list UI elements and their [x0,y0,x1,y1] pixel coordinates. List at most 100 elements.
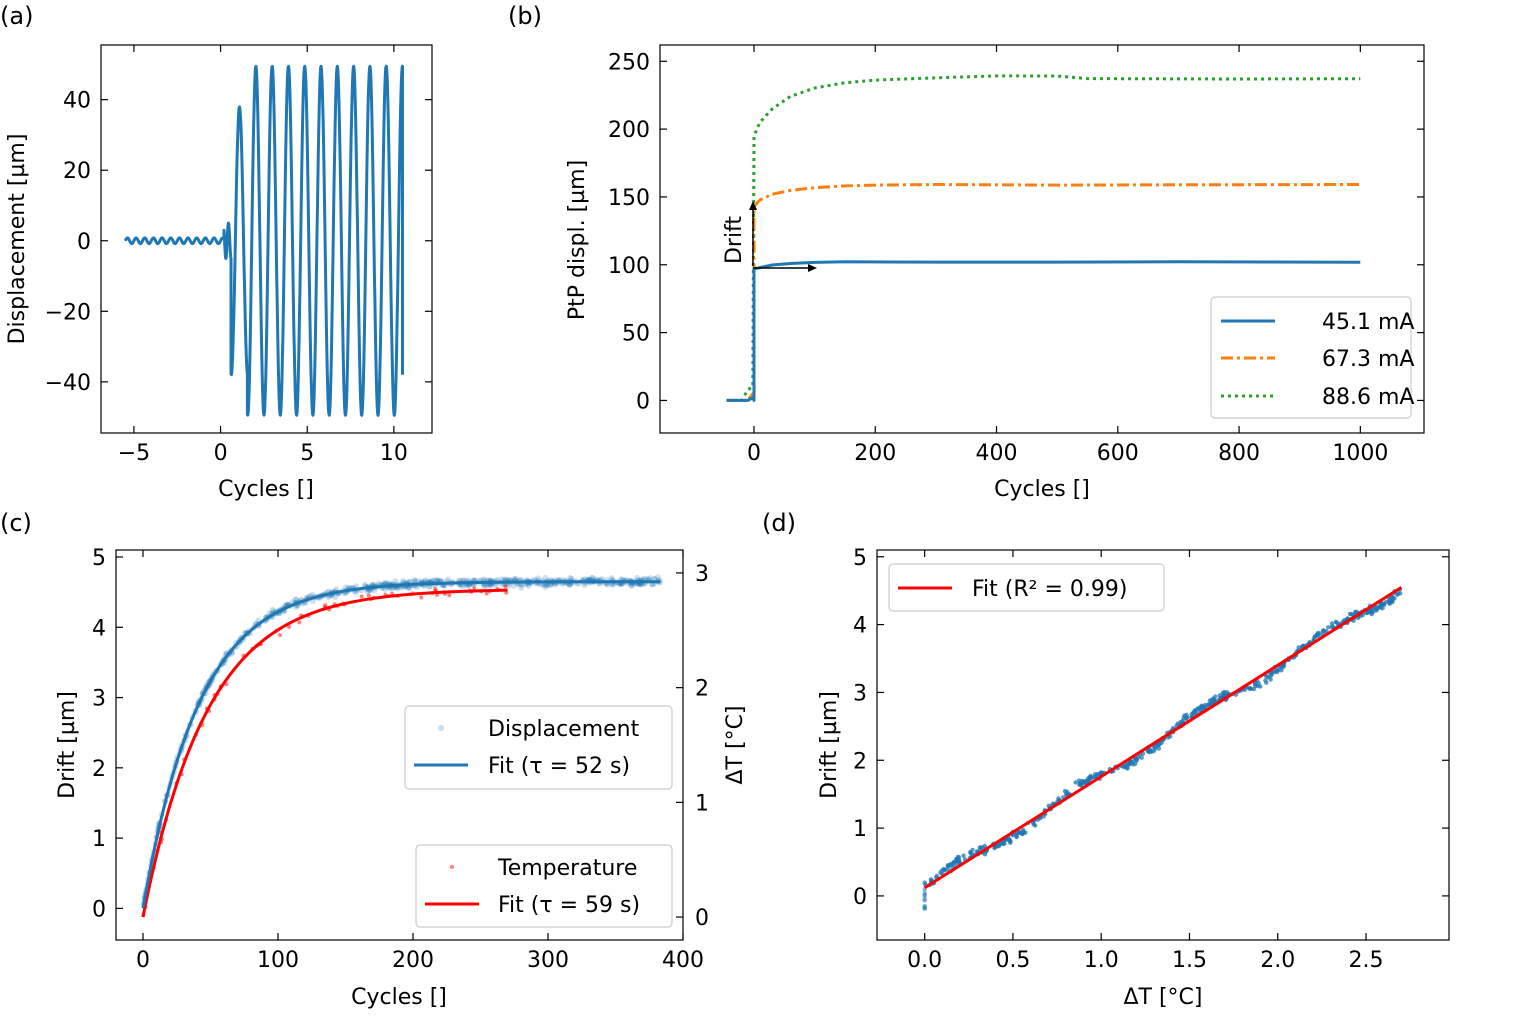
displacement-point [525,582,532,589]
y-tick-label: 5 [92,546,106,571]
displacement-point [445,576,452,583]
drift-vs-temperature-point [968,850,973,856]
displacement-point [415,578,422,584]
x-tick-label: 1000 [1332,441,1388,466]
panel-b-label: (b) [508,2,542,30]
displacement-point [566,581,573,588]
drift-vs-temperature-point [1155,743,1161,748]
legend-label-displacement: Displacement [488,717,640,742]
y-tick-label: 1 [853,817,867,842]
panel-d-ylabel: Drift [µm] [817,691,842,799]
drift-vs-temperature-point [1033,823,1038,828]
drift-vs-temperature-point [1258,684,1263,689]
drift-vs-temperature-point [1329,624,1335,630]
drift-vs-temperature-point [977,845,983,850]
displacement-point [535,575,541,582]
legend-label-45mA: 45.1 mA [1322,310,1414,335]
temperature-point [419,595,424,600]
temperature-fit-line [141,588,508,918]
panel-a-label: (a) [0,2,33,30]
y-right-tick-label: 1 [695,791,709,816]
drift-vs-temperature-point [948,862,953,867]
panel-c: (c) 0 100 200 300 400 0 1 2 3 4 5 0 1 2 3 Displacement… [0,509,748,1010]
panel-a-frame [100,44,433,434]
displacement-fit-line [141,580,660,909]
panel-a: (a) −5 0 5 10 −40 −20 0 20 40 Cycles [] Displace… [0,2,433,502]
x-tick-label: 10 [380,441,408,466]
drift-vs-temperature-point [1264,680,1269,685]
legend-box-bottom [415,844,673,928]
displacement-point [364,588,371,595]
temperature-point [484,591,489,596]
x-tick-label: 1.0 [1084,948,1119,973]
displacement-point [332,594,339,601]
y-tick-label: 4 [853,614,867,639]
panel-b-xlabel: Cycles [] [994,477,1090,502]
displacement-point [394,585,401,592]
drift-vs-temperature-point [1220,690,1226,696]
drift-vs-temperature-point [1081,779,1086,785]
y-tick-label: 5 [853,546,867,571]
displacement-point [421,577,428,584]
displacement-point [511,582,517,589]
y-right-tick-label: 3 [695,562,709,587]
x-tick-label: 800 [1218,441,1260,466]
panel-a-ylabel: Displacement [µm] [5,134,30,345]
panel-d-xlabel: ΔT [°C] [1123,985,1202,1010]
panel-c-legend-bottom: Temperature Fit (τ = 59 s) [415,844,673,928]
series-line-886mA [726,74,1361,402]
drift-annotation: Drift [722,201,817,272]
y-tick-label: 3 [853,681,867,706]
drift-vs-temperature-point [1268,673,1273,678]
panel-a-xlabel: Cycles [] [218,477,314,502]
drift-vs-temperature-point [1194,708,1199,713]
temperature-point [359,594,364,599]
displacement-point [628,582,635,589]
drift-vs-temperature-point [938,870,943,875]
drift-arrowhead-up [749,201,757,210]
displacement-point [518,584,525,591]
displacement-point [544,582,551,588]
legend-marker-displacement [438,725,444,731]
displacement-point [484,582,491,589]
displacement-point [542,584,549,590]
legend-box-d [888,563,1165,612]
temperature-point [366,593,371,598]
drift-vs-temperature-point [952,859,957,864]
temperature-point [278,633,282,637]
drift-vs-temperature-point [982,852,988,857]
y-tick-label: −20 [45,300,91,325]
y-tick-label: −40 [45,371,91,396]
drift-vs-temperature-point [1008,840,1013,845]
x-tick-label: 0.5 [995,948,1030,973]
drift-vs-temperature-point [1134,757,1140,762]
displacement-point [411,578,418,584]
x-tick-label: 5 [300,441,314,466]
panel-b-ylabel: PtP displ. [µm] [565,160,590,320]
x-tick-label: 1.5 [1172,948,1207,973]
temperature-point [503,584,508,589]
x-tick-label: 400 [976,441,1018,466]
drift-arrowhead-right [808,264,817,272]
displacement-point [342,584,349,591]
displacement-point [400,577,406,584]
linear-fit-line [923,586,1403,890]
drift-vs-temperature-point [982,843,988,849]
displacement-point [481,583,488,590]
legend-label-88mA: 88.6 mA [1322,385,1414,410]
legend-label-temperature: Temperature [497,856,637,881]
drift-vs-temperature-point [1139,755,1144,760]
legend-label-displacement-fit: Fit (τ = 52 s) [488,754,630,779]
displacement-point [487,582,494,589]
legend-box-top [404,705,673,790]
drift-vs-temperature-point [1374,606,1380,612]
y-tick-label: 4 [92,616,106,641]
drift-vs-temperature-point [1212,697,1217,702]
x-tick-label: 100 [257,948,299,973]
drift-vs-temperature-point [1020,831,1026,836]
displacement-point [638,581,645,588]
displacement-point [430,577,437,584]
x-tick-label: 200 [392,948,434,973]
panel-b-legend: 45.1 mA 67.3 mA 88.6 mA [1210,296,1414,419]
drift-vs-temperature-point [1191,710,1196,716]
